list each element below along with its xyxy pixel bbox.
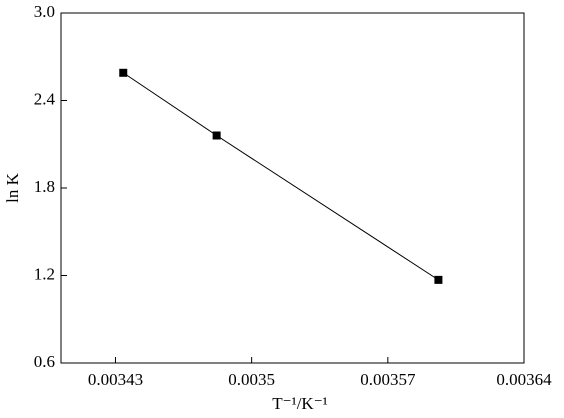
- x-axis-label: T⁻¹/K⁻¹: [272, 394, 328, 413]
- data-marker: [119, 68, 128, 77]
- y-tick-label: 2.4: [34, 89, 56, 108]
- y-tick-label: 1.8: [34, 177, 55, 196]
- plot-frame: [60, 12, 525, 364]
- data-marker: [434, 275, 443, 284]
- y-tick-label: 1.2: [34, 264, 55, 283]
- y-axis-label: ln K: [3, 172, 22, 202]
- data-line: [122, 72, 439, 281]
- y-tick-label: 0.6: [34, 352, 55, 371]
- y-tick-label: 3.0: [34, 2, 55, 21]
- x-tick-label: 0.00364: [496, 370, 552, 389]
- x-tick-label: 0.0035: [228, 370, 275, 389]
- x-tick-label: 0.00357: [360, 370, 416, 389]
- x-tick-label: 0.00343: [88, 370, 143, 389]
- data-marker: [212, 131, 221, 140]
